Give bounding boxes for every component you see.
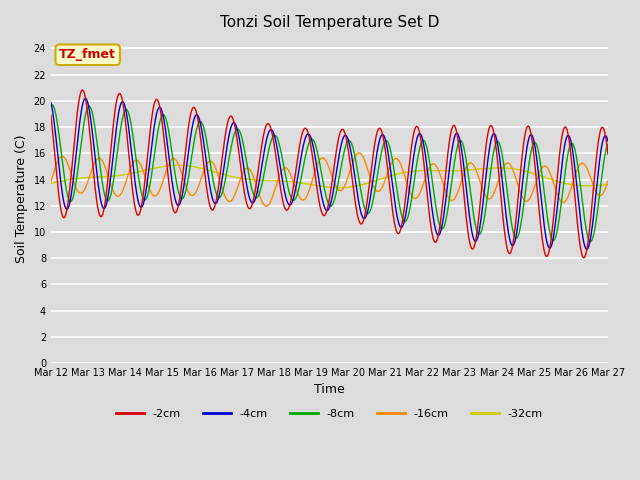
Y-axis label: Soil Temperature (C): Soil Temperature (C) (15, 135, 28, 264)
X-axis label: Time: Time (314, 384, 345, 396)
Title: Tonzi Soil Temperature Set D: Tonzi Soil Temperature Set D (220, 15, 439, 30)
Text: TZ_fmet: TZ_fmet (60, 48, 116, 61)
Legend: -2cm, -4cm, -8cm, -16cm, -32cm: -2cm, -4cm, -8cm, -16cm, -32cm (111, 404, 547, 423)
